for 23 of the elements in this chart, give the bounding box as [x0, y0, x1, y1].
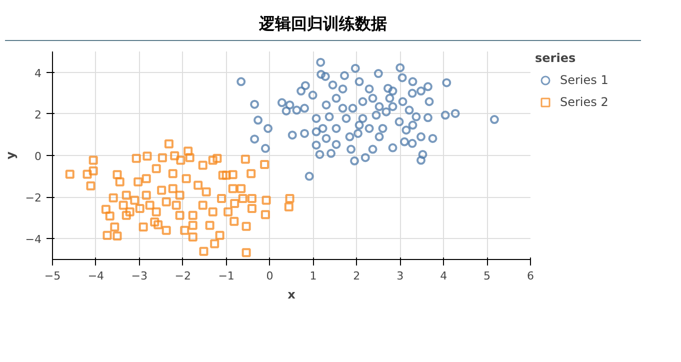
legend-title: series [535, 51, 577, 65]
x-tick-label: 2 [353, 270, 360, 282]
x-tick-label: 3 [396, 270, 404, 282]
x-tick-label: −2 [174, 270, 191, 282]
x-tick-label: −1 [218, 270, 234, 282]
y-tick-label: 4 [34, 66, 42, 80]
x-tick-label: 0 [266, 270, 274, 282]
y-tick-label: 0 [34, 150, 42, 163]
x-tick-label: −4 [88, 270, 104, 282]
x-tick-label: −5 [44, 270, 61, 282]
x-tick-label: 4 [440, 270, 448, 282]
x-tick-label: 5 [484, 270, 491, 282]
y-tick-label: −4 [25, 233, 42, 246]
x-tick-label: −3 [131, 270, 148, 282]
x-tick-label: 1 [310, 270, 317, 282]
x-tick-label: 6 [527, 270, 534, 282]
legend-label: Series 1 [560, 73, 608, 87]
x-axis-title: x [288, 288, 296, 302]
legend-label: Series 2 [560, 95, 608, 109]
chart-title: 逻辑回归训练数据 [259, 13, 387, 35]
y-tick-label: −2 [25, 192, 42, 205]
y-tick-label: 2 [34, 108, 42, 122]
y-axis-title: y [3, 151, 18, 160]
